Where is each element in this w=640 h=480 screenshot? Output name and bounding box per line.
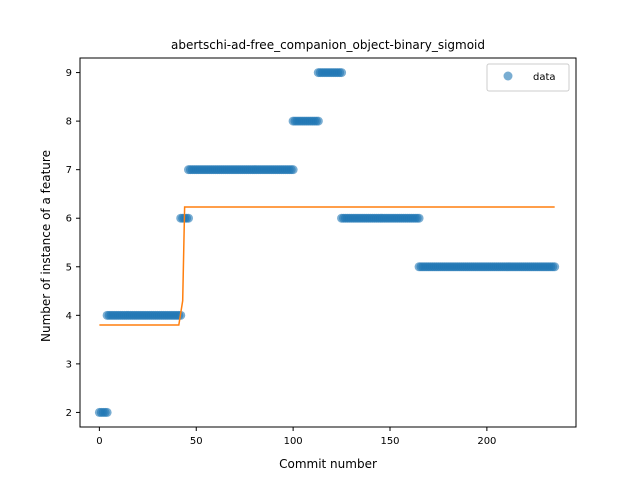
fit-line <box>99 206 555 326</box>
legend: data <box>486 63 570 92</box>
x-tick-label: 150 <box>380 436 399 447</box>
y-tick-label: 8 <box>66 117 72 128</box>
data-point <box>184 213 193 223</box>
y-axis-label: Number of instance of a feature <box>39 150 53 342</box>
axes-frame <box>79 57 577 428</box>
data-point <box>337 68 347 78</box>
x-axis: 0 50 100 150 200 <box>96 427 496 447</box>
legend-box <box>486 63 570 92</box>
legend-label-data: data <box>533 72 556 83</box>
y-tick-label: 7 <box>66 165 72 176</box>
x-tick-label: 200 <box>477 436 496 447</box>
plot-area <box>94 68 560 417</box>
x-tick-label: 100 <box>284 436 303 447</box>
y-tick-label: 6 <box>66 214 72 225</box>
data-point <box>288 165 298 175</box>
y-tick-label: 2 <box>66 408 72 419</box>
y-tick-label: 3 <box>66 359 72 370</box>
x-tick-label: 50 <box>190 436 203 447</box>
y-axis: 2 3 4 5 6 7 8 9 <box>66 68 80 419</box>
data-point <box>313 116 323 126</box>
data-point <box>102 407 112 417</box>
y-tick-label: 5 <box>66 262 72 273</box>
data-point <box>550 262 560 272</box>
x-axis-label: Commit number <box>279 457 377 471</box>
legend-marker-data <box>503 71 513 81</box>
y-tick-label: 9 <box>66 68 72 79</box>
data-point <box>414 213 424 223</box>
chart-title: abertschi-ad-free_companion_object-binar… <box>171 38 485 52</box>
y-tick-label: 4 <box>66 311 72 322</box>
x-tick-label: 0 <box>96 436 102 447</box>
